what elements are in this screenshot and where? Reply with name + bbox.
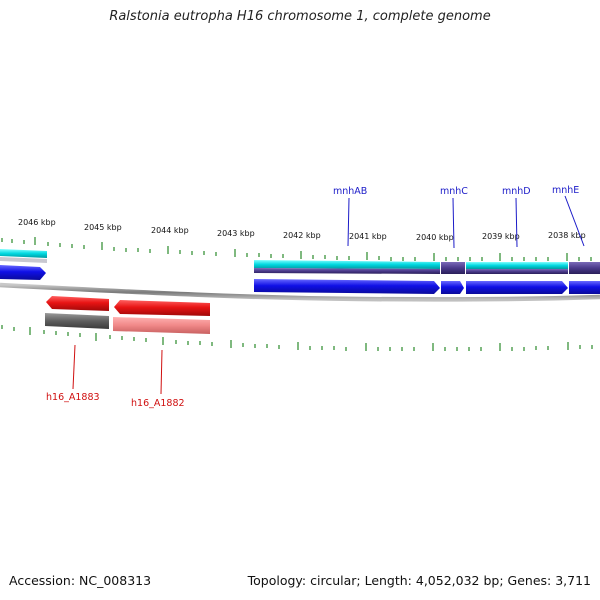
- accession-text: Accession: NC_008313: [9, 573, 152, 588]
- kbp-label: 2042 kbp: [283, 231, 321, 240]
- cds-arrow-left-edge: [0, 265, 46, 280]
- kbp-label: 2046 kbp: [18, 218, 56, 227]
- gene-label-h16_A1882[interactable]: h16_A1882: [131, 398, 185, 409]
- kbp-label: 2044 kbp: [151, 226, 189, 235]
- cds-arrow-mnhC: [441, 281, 464, 294]
- chromosome-backbone: [0, 282, 600, 302]
- outer-tick-ring: [1, 237, 592, 261]
- kbp-label: 2043 kbp: [217, 229, 255, 238]
- cds-arrow-mnhE: [569, 281, 600, 294]
- cds-arrow-mnhD: [466, 281, 568, 294]
- forward-feature-band: [0, 249, 600, 274]
- kbp-label: 2040 kbp: [416, 233, 454, 242]
- inner-tick-ring: [1, 325, 593, 351]
- kbp-label: 2041 kbp: [349, 232, 387, 241]
- gene-label-mnhAB[interactable]: mnhAB: [333, 186, 367, 197]
- topology-text: Topology: circular; Length: 4,052,032 bp…: [247, 573, 591, 588]
- gene-label-mnhE[interactable]: mnhE: [552, 185, 579, 196]
- forward-gene-labels: mnhAB mnhC mnhD mnhE: [333, 185, 585, 249]
- reverse-feature-band: [45, 313, 210, 334]
- cds-arrow-h16_A1883: [46, 296, 109, 311]
- kbp-label: 2038 kbp: [548, 231, 586, 240]
- gene-label-h16_A1883[interactable]: h16_A1883: [46, 392, 100, 403]
- kbp-label: 2039 kbp: [482, 232, 520, 241]
- cds-arrow-mnhAB: [254, 279, 440, 294]
- forward-cds-track: [0, 265, 600, 294]
- reverse-cds-track: [46, 296, 210, 316]
- map-title: Ralstonia eutropha H16 chromosome 1, com…: [109, 9, 491, 24]
- kbp-label: 2045 kbp: [84, 223, 122, 232]
- gene-label-mnhC[interactable]: mnhC: [440, 186, 468, 197]
- gene-label-mnhD[interactable]: mnhD: [502, 186, 531, 197]
- reverse-gene-labels: h16_A1883 h16_A1882: [46, 344, 185, 409]
- kbp-labels: 2046 kbp 2045 kbp 2044 kbp 2043 kbp 2042…: [18, 218, 586, 242]
- cds-arrow-h16_A1882: [114, 300, 210, 316]
